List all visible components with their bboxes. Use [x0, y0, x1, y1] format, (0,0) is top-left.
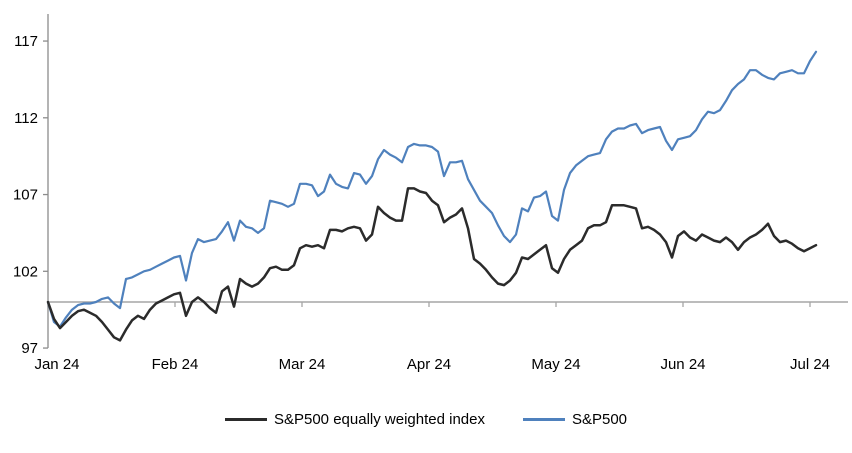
y-tick-label: 107 — [13, 187, 38, 204]
legend-label-equal-weighted: S&P500 equally weighted index — [273, 411, 485, 428]
x-tick-label: Apr 24 — [407, 356, 451, 373]
y-tick-label: 97 — [21, 340, 38, 357]
legend-item-equal-weighted: S&P500 equally weighted index — [224, 411, 485, 428]
chart-plot-area: Jan 24 Feb 24 Mar 24 Apr 24 May 24 Jun 24 Jul … — [13, 14, 848, 373]
legend-line-swatch-sp500 — [522, 418, 565, 421]
x-tick-label: Jun 24 — [660, 356, 705, 373]
y-tick-label: 112 — [14, 110, 38, 127]
legend-item-sp500: S&P500 — [522, 411, 628, 428]
legend-label-sp500: S&P500 — [571, 411, 628, 428]
series-line-s-p500-equally-weighted-index — [46, 187, 818, 342]
x-tick-label: Jul 24 — [790, 356, 830, 373]
x-tick-label: Feb 24 — [152, 356, 199, 373]
y-tick-label: 117 — [14, 33, 38, 50]
x-tick-label: May 24 — [531, 356, 580, 373]
legend-line-swatch-equal-weighted — [224, 418, 267, 421]
y-tick-label: 102 — [13, 263, 38, 280]
x-tick-label: Jan 24 — [34, 356, 79, 373]
series-line-s-p500 — [46, 50, 818, 328]
x-tick-label: Mar 24 — [279, 356, 326, 373]
chart-legend: S&P500 equally weighted index S&P500 — [0, 411, 852, 428]
